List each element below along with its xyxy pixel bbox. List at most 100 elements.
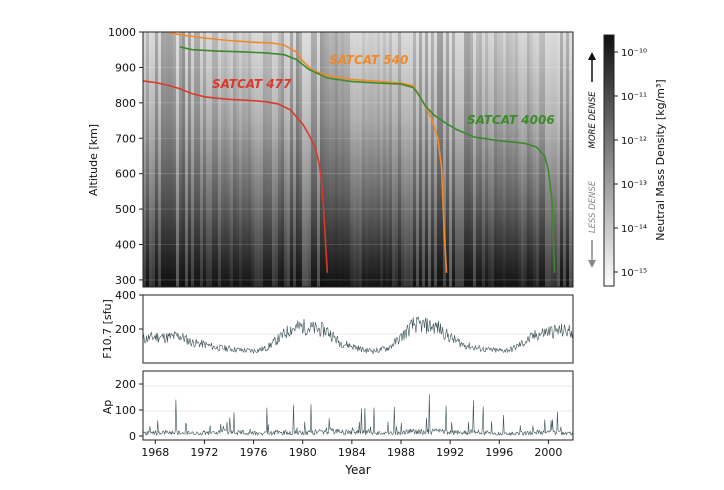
colorbar-gradient: [603, 34, 615, 287]
heatmap-stripe: [386, 32, 389, 287]
satellite-tracks: [143, 32, 556, 273]
colorbar-tick-label: 10⁻¹⁰: [621, 48, 647, 59]
track-satcat-477: [143, 80, 329, 273]
f107-axis-label: F10.7 [sfu]: [101, 299, 114, 358]
ap-axis-label: Ap: [101, 400, 114, 415]
f107-tick-label: 200: [115, 323, 136, 336]
ap-tick-label: 0: [129, 430, 136, 443]
arrow-down-icon: [588, 260, 596, 268]
year-axis-label: Year: [344, 463, 370, 477]
heatmap-stripe: [176, 32, 179, 287]
heatmap-stripe: [179, 32, 182, 287]
heatmap-stripe: [152, 32, 155, 287]
track-satcat-540: [167, 32, 448, 273]
heatmap-stripe: [341, 32, 344, 287]
f107-tick-label: 400: [115, 289, 136, 302]
heatmap-stripe: [482, 32, 485, 287]
heatmap-stripe: [143, 32, 146, 287]
heatmap-stripe: [278, 32, 281, 287]
heatmap-stripe: [473, 32, 476, 287]
heatmap-stripe: [374, 32, 377, 287]
heatmap-stripe: [470, 32, 473, 287]
less-dense-label: LESS DENSE: [588, 180, 598, 233]
year-tick-label: 1972: [190, 446, 218, 459]
heatmap-stripe: [461, 32, 464, 287]
year-tick-label: 1996: [485, 446, 513, 459]
heatmap-stripe: [410, 32, 413, 287]
heatmap-stripe: [497, 32, 500, 287]
heatmap-stripe: [368, 32, 371, 287]
year-axis: 1968 1972 1976 1980 1984 1988 1992 1996 2000: [141, 440, 562, 459]
altitude-tick-label: 1000: [108, 26, 136, 39]
heatmap-stripe: [284, 32, 287, 287]
label-satcat-477: SATCAT 477: [212, 77, 292, 91]
year-tick-label: 1976: [240, 446, 268, 459]
heatmap-stripe: [371, 32, 374, 287]
heatmap-stripe: [455, 32, 458, 287]
heatmap-stripe: [245, 32, 248, 287]
year-tick-label: 1980: [289, 446, 317, 459]
heatmap-stripe: [218, 32, 221, 287]
heatmap-stripe: [554, 32, 557, 287]
heatmap-stripe: [248, 32, 251, 287]
heatmap-stripe: [503, 32, 506, 287]
colorbar-tick-label: 10⁻¹²: [621, 136, 647, 147]
heatmap-stripe: [443, 32, 446, 287]
heatmap-stripe: [425, 32, 428, 287]
altitude-tick-label: 700: [115, 132, 136, 145]
heatmap-stripe: [446, 32, 449, 287]
heatmap-stripe: [359, 32, 362, 287]
heatmap-stripe: [350, 32, 353, 287]
heatmap-stripe: [440, 32, 443, 287]
heatmap-stripe: [197, 32, 200, 287]
heatmap-stripe: [353, 32, 356, 287]
heatmap-stripe: [464, 32, 467, 287]
heatmap-stripe: [272, 32, 275, 287]
heatmap-stripes: [143, 32, 573, 287]
altitude-axis-label: Altitude [km]: [87, 124, 100, 196]
year-tick-label: 1968: [141, 446, 169, 459]
heatmap-stripe: [305, 32, 308, 287]
heatmap-stripe: [419, 32, 422, 287]
heatmap-stripe: [521, 32, 524, 287]
heatmap-stripe: [212, 32, 215, 287]
heatmap-stripe: [215, 32, 218, 287]
heatmap-stripe: [185, 32, 188, 287]
heatmap-stripe: [407, 32, 410, 287]
heatmap-stripe: [467, 32, 470, 287]
heatmap-stripe: [398, 32, 401, 287]
heatmap-stripe: [323, 32, 326, 287]
altitude-tick-label: 600: [115, 168, 136, 181]
heatmap-stripe: [242, 32, 245, 287]
heatmap-stripe: [173, 32, 176, 287]
heatmap-stripe: [512, 32, 515, 287]
heatmap-stripe: [251, 32, 254, 287]
heatmap-stripe: [392, 32, 395, 287]
more-dense-label: MORE DENSE: [588, 91, 598, 149]
ap-axis: 0 100 200: [115, 378, 143, 443]
heatmap-stripe: [275, 32, 278, 287]
heatmap-stripe: [203, 32, 206, 287]
heatmap-stripe: [488, 32, 491, 287]
f107-axis: 200 400: [115, 289, 143, 336]
heatmap-stripe: [401, 32, 404, 287]
ap-tick-label: 200: [115, 378, 136, 391]
heatmap-stripe: [389, 32, 392, 287]
heatmap-stripe: [491, 32, 494, 287]
colorbar-tick-label: 10⁻¹³: [621, 180, 647, 191]
heatmap-stripe: [422, 32, 425, 287]
heatmap-stripe: [266, 32, 269, 287]
heatmap-stripe: [437, 32, 440, 287]
heatmap-stripe: [320, 32, 323, 287]
heatmap-stripe: [356, 32, 359, 287]
heatmap-stripe: [338, 32, 341, 287]
heatmap-stripe: [413, 32, 416, 287]
altitude-tick-label: 300: [115, 274, 136, 287]
altitude-tick-label: 500: [115, 203, 136, 216]
heatmap-stripe: [431, 32, 434, 287]
heatmap-stripe: [515, 32, 518, 287]
heatmap-stripe: [428, 32, 431, 287]
altitude-tick-label: 800: [115, 97, 136, 110]
heatmap-stripe: [329, 32, 332, 287]
